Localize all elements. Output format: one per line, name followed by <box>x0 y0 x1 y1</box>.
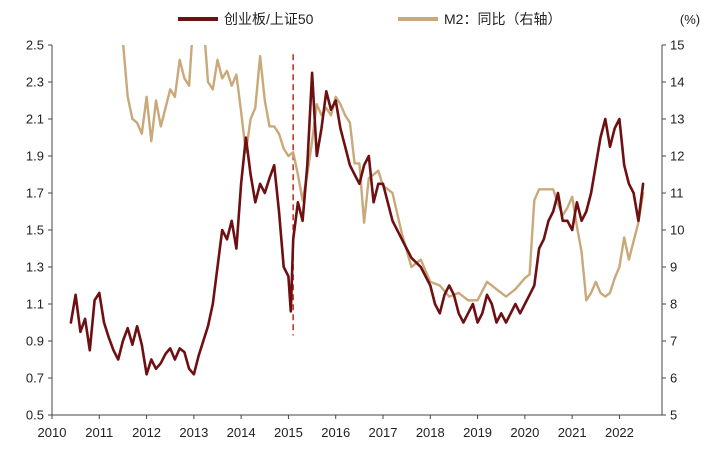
legend-label: M2：同比（右轴） <box>444 11 561 27</box>
y-left-tick-label: 2.3 <box>26 75 44 90</box>
axes: 0.5 0.7 0.9 1.1 1.3 1.5 1.7 1.9 2.1 2.3 2.5 5 6 7 8 9 10… <box>26 38 685 441</box>
x-tick-label: 2022 <box>605 425 634 440</box>
y-left-tick-label: 1.5 <box>26 223 44 238</box>
x-tick-label: 2020 <box>510 425 539 440</box>
y-right-tick-label: 9 <box>670 260 677 275</box>
y-left-tick-label: 2.5 <box>26 38 44 53</box>
legend: 创业板/上证50 M2：同比（右轴） <box>178 11 561 27</box>
x-tick-label: 2013 <box>179 425 208 440</box>
y-left-tick-label: 2.1 <box>26 112 44 127</box>
y-right-tick-label: 11 <box>670 186 684 201</box>
y-right-tick-label: 7 <box>670 334 677 349</box>
x-tick-label: 2014 <box>227 425 256 440</box>
y-right-tick-label: 13 <box>670 112 684 127</box>
x-tick-label: 2021 <box>558 425 587 440</box>
y-right-tick-label: 15 <box>670 38 684 53</box>
right-axis-unit: (%) <box>680 12 700 27</box>
x-tick-label: 2017 <box>369 425 398 440</box>
y-left-tick-label: 0.9 <box>26 334 44 349</box>
x-tick-label: 2016 <box>321 425 350 440</box>
y-right-tick-label: 14 <box>670 75 684 90</box>
y-left-tick-label: 1.7 <box>26 186 44 201</box>
x-tick-label: 2015 <box>274 425 303 440</box>
y-left-tick-label: 0.5 <box>26 408 44 423</box>
y-right-tick-label: 10 <box>670 223 684 238</box>
x-tick-label: 2018 <box>416 425 445 440</box>
x-tick-label: 2010 <box>38 425 67 440</box>
y-left-tick-label: 1.1 <box>26 297 44 312</box>
y-right-tick-label: 5 <box>670 408 677 423</box>
y-left-tick-label: 1.3 <box>26 260 44 275</box>
legend-label: 创业板/上证50 <box>224 11 314 27</box>
y-left-tick-label: 1.9 <box>26 149 44 164</box>
series-line-m2 <box>122 45 645 302</box>
x-tick-label: 2011 <box>85 425 113 440</box>
y-left-tick-label: 0.7 <box>26 371 44 386</box>
series-lines <box>69 45 645 376</box>
y-right-tick-label: 6 <box>670 371 677 386</box>
x-tick-label: 2019 <box>463 425 492 440</box>
y-right-tick-label: 12 <box>670 149 684 164</box>
y-right-tick-label: 8 <box>670 297 677 312</box>
x-tick-label: 2012 <box>132 425 161 440</box>
series-line-ratio <box>69 71 645 376</box>
